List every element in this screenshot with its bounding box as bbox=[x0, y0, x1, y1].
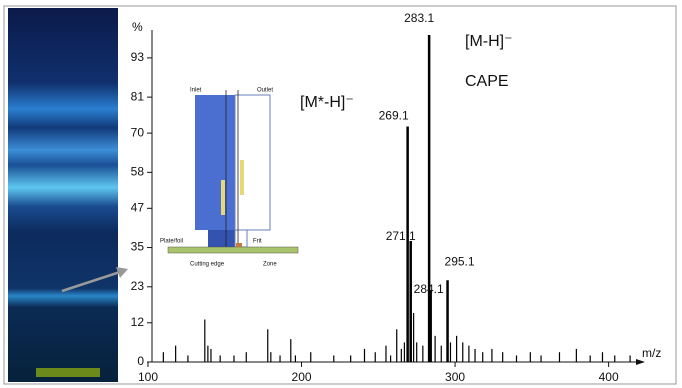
y-tick-label: 23 bbox=[131, 279, 145, 293]
x-tick-label: 400 bbox=[599, 370, 619, 384]
y-axis-label: % bbox=[132, 20, 143, 34]
peak-label: 269.1 bbox=[379, 109, 409, 123]
inset-label: Outlet bbox=[257, 88, 273, 94]
inset-label: Frit bbox=[253, 239, 262, 245]
column bbox=[195, 95, 235, 230]
inset-label: Inlet bbox=[190, 88, 202, 94]
y-tick-label: 12 bbox=[131, 315, 145, 329]
frit bbox=[236, 243, 242, 247]
annotation: CAPE bbox=[465, 73, 509, 90]
y-tick-label: 35 bbox=[131, 240, 145, 254]
x-axis-label: m/z bbox=[642, 346, 661, 360]
tip bbox=[208, 230, 235, 247]
plate-foil bbox=[168, 247, 298, 253]
x-tick-label: 100 bbox=[138, 370, 158, 384]
annotation: [M*-H]⁻ bbox=[300, 94, 354, 111]
y-tick-label: 81 bbox=[131, 89, 145, 103]
peak-label: 295.1 bbox=[445, 254, 475, 268]
inset-label: Zone bbox=[263, 262, 277, 268]
inset-label: Cutting edge bbox=[190, 262, 225, 268]
y-tick-label: 93 bbox=[131, 50, 145, 64]
plate-band bbox=[36, 368, 100, 377]
x-tick-label: 300 bbox=[445, 370, 465, 384]
peak-label: 284.1 bbox=[414, 282, 444, 296]
figure: Inlet Outlet Plate/foil Frit Cutting edg… bbox=[0, 0, 682, 388]
annotation: [M-H]⁻ bbox=[465, 33, 513, 50]
inset-label: Plate/foil bbox=[160, 239, 183, 245]
peak-label: 271.1 bbox=[386, 229, 416, 243]
x-tick-label: 200 bbox=[292, 370, 312, 384]
y-tick-label: 70 bbox=[131, 125, 145, 139]
y-tick-label: 47 bbox=[131, 200, 145, 214]
channel bbox=[240, 160, 244, 195]
y-tick-label: 58 bbox=[131, 165, 145, 179]
y-tick-label: 0 bbox=[137, 354, 144, 368]
inset-diagram: Inlet Outlet Plate/foil Frit Cutting edg… bbox=[160, 88, 298, 268]
peak-label: 283.1 bbox=[404, 11, 434, 25]
tlc-plate bbox=[8, 8, 118, 382]
channel bbox=[221, 180, 225, 215]
